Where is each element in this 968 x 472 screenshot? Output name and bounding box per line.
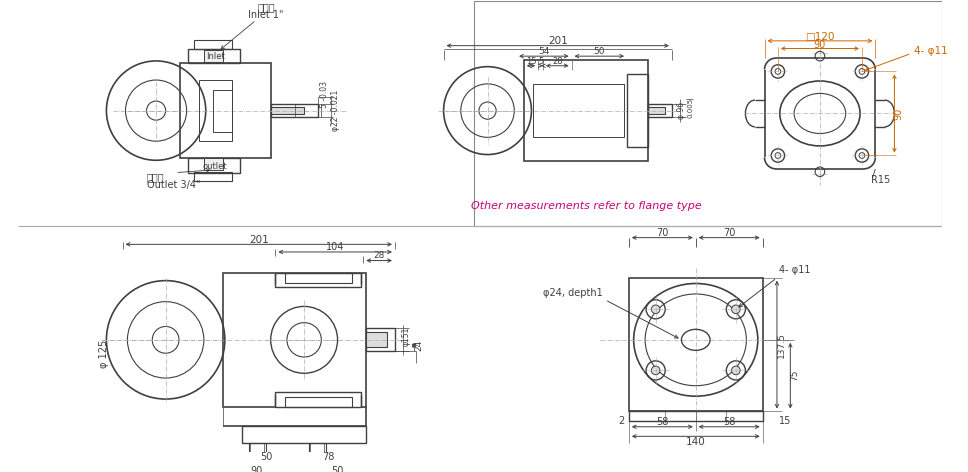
Text: 54: 54	[538, 47, 550, 56]
Text: □120: □120	[805, 32, 834, 42]
Bar	[533, 84, 624, 137]
Bar	[195, 40, 232, 50]
Bar	[627, 74, 648, 147]
Text: outlet: outlet	[203, 161, 227, 170]
Bar	[648, 107, 665, 114]
Text: 201: 201	[548, 36, 567, 46]
Text: 78: 78	[321, 452, 334, 463]
Bar	[524, 60, 648, 161]
Text: 5: 5	[538, 58, 543, 67]
Bar	[648, 104, 672, 117]
Bar	[204, 159, 223, 170]
Text: 104: 104	[326, 242, 345, 252]
Bar	[276, 273, 361, 287]
Text: 58: 58	[723, 417, 736, 427]
Bar	[271, 104, 318, 117]
Bar	[188, 49, 240, 63]
Text: φ24, depth1: φ24, depth1	[543, 288, 603, 298]
Text: 28: 28	[552, 58, 562, 67]
Text: 15: 15	[779, 416, 791, 426]
Text: 50: 50	[331, 466, 344, 472]
Bar	[242, 426, 366, 443]
Bar	[199, 80, 232, 141]
Bar	[629, 412, 763, 421]
Bar	[223, 273, 366, 407]
Text: φ22 -0.021: φ22 -0.021	[331, 90, 340, 131]
Text: ψ151: ψ151	[402, 326, 410, 346]
Text: 70: 70	[656, 228, 669, 238]
Text: R15: R15	[870, 175, 890, 185]
Text: 4- φ11: 4- φ11	[914, 46, 948, 56]
Text: 90: 90	[251, 466, 262, 472]
Bar	[271, 107, 304, 114]
Text: 201: 201	[249, 235, 269, 244]
Text: Other measurements refer to flange type: Other measurements refer to flange type	[470, 201, 701, 211]
Text: φ 96: φ 96	[677, 102, 686, 119]
Bar	[285, 273, 352, 283]
Text: 5 -0.03: 5 -0.03	[319, 81, 329, 108]
Text: 50: 50	[259, 452, 272, 463]
Bar	[285, 397, 352, 407]
Circle shape	[651, 305, 660, 313]
Text: 70: 70	[723, 228, 736, 238]
Text: 入油口: 入油口	[257, 2, 275, 12]
Text: 出油口: 出油口	[146, 172, 165, 183]
Text: 50: 50	[593, 47, 605, 56]
Text: 140: 140	[686, 437, 706, 447]
Text: 58: 58	[656, 417, 669, 427]
Text: 75: 75	[791, 370, 800, 381]
Bar	[474, 1, 942, 226]
Bar	[213, 90, 232, 132]
Bar	[366, 332, 387, 347]
Bar	[249, 443, 266, 456]
Bar	[188, 159, 240, 173]
Text: Inlet: Inlet	[206, 51, 225, 61]
Text: Outlet 3/4": Outlet 3/4"	[146, 180, 200, 190]
Text: Inlet 1": Inlet 1"	[248, 10, 284, 20]
Text: 0.005: 0.005	[688, 98, 694, 118]
Text: 28: 28	[374, 251, 385, 260]
Bar	[195, 172, 232, 181]
Text: 2: 2	[618, 416, 624, 426]
Bar	[180, 63, 271, 159]
Text: φ 125: φ 125	[99, 340, 108, 368]
Text: 24: 24	[414, 340, 423, 351]
Text: 4- φ11: 4- φ11	[779, 265, 810, 275]
Circle shape	[732, 305, 741, 313]
Text: 15: 15	[526, 58, 536, 67]
Text: 90: 90	[893, 107, 903, 119]
Text: 90: 90	[814, 40, 826, 50]
Bar	[276, 392, 361, 407]
Bar	[366, 329, 395, 351]
Bar	[629, 278, 763, 412]
Circle shape	[651, 366, 660, 375]
Bar	[204, 51, 223, 62]
Circle shape	[732, 366, 741, 375]
Text: 137.5: 137.5	[777, 332, 786, 358]
Bar	[309, 443, 326, 456]
